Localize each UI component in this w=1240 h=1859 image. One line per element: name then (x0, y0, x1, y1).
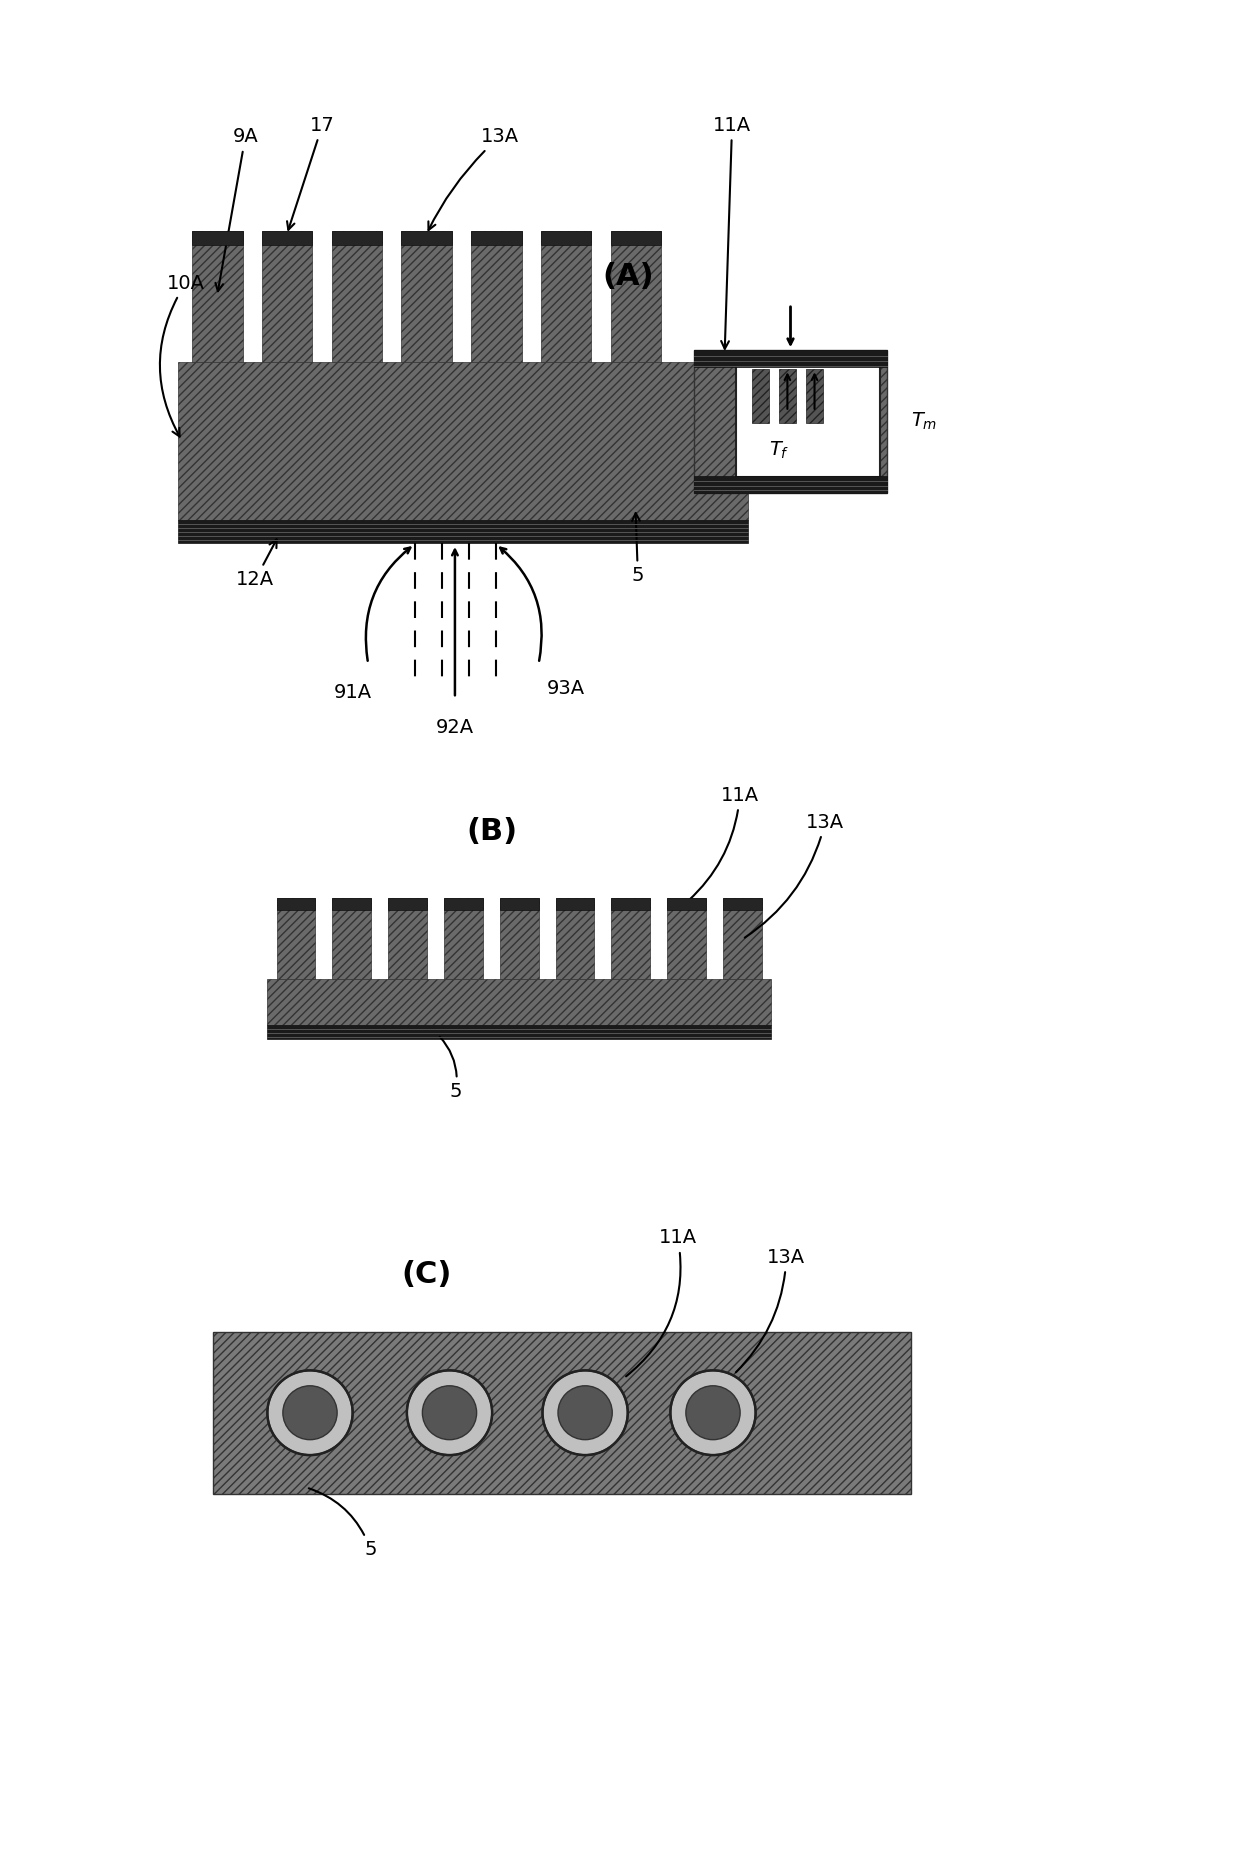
Bar (611, 898, 650, 909)
Text: 9A: 9A (216, 126, 258, 292)
Bar (332, 898, 371, 909)
Bar (693, 349, 888, 493)
Circle shape (543, 1370, 627, 1456)
Bar (268, 1026, 771, 1039)
Text: 11A: 11A (626, 1229, 697, 1376)
Text: 13A: 13A (428, 126, 518, 231)
Bar (402, 231, 451, 363)
Bar (471, 231, 522, 363)
Text: 91A: 91A (334, 682, 372, 703)
Bar (751, 370, 769, 424)
Circle shape (558, 1385, 613, 1439)
Circle shape (686, 1385, 740, 1439)
Bar (192, 231, 243, 363)
Bar (402, 231, 451, 245)
Bar (737, 366, 879, 478)
Text: 5: 5 (309, 1489, 377, 1560)
Bar (332, 231, 382, 245)
Bar (541, 231, 591, 363)
Circle shape (283, 1385, 337, 1439)
Bar (779, 370, 796, 424)
Text: 92A: 92A (436, 718, 474, 736)
Bar (444, 898, 482, 980)
Bar (192, 231, 243, 245)
Text: 17: 17 (286, 115, 335, 231)
Bar (541, 231, 591, 245)
Bar (556, 898, 594, 909)
Bar (262, 231, 312, 363)
Text: (C): (C) (401, 1260, 451, 1288)
Text: 11A: 11A (713, 115, 751, 349)
Text: (B): (B) (466, 816, 517, 846)
Bar (332, 898, 371, 980)
Bar (262, 231, 312, 245)
Bar (723, 898, 761, 909)
Text: 13A: 13A (735, 1247, 805, 1372)
Text: (A): (A) (601, 262, 653, 290)
Bar (213, 1331, 910, 1493)
Text: 13A: 13A (745, 812, 844, 937)
Text: 93A: 93A (547, 679, 585, 699)
Bar (388, 898, 427, 909)
Bar (277, 898, 315, 980)
Circle shape (671, 1370, 755, 1456)
Bar (693, 476, 888, 493)
Bar (693, 349, 888, 366)
Bar (179, 363, 748, 519)
Circle shape (407, 1370, 492, 1456)
Bar (332, 231, 382, 363)
Text: 11A: 11A (688, 786, 759, 900)
Bar (500, 898, 538, 909)
Bar (611, 231, 661, 363)
Bar (667, 898, 706, 980)
Bar (277, 898, 315, 909)
Text: 5: 5 (631, 513, 644, 586)
Bar (471, 231, 522, 245)
Bar (444, 898, 482, 909)
Bar (611, 898, 650, 980)
Circle shape (268, 1370, 352, 1456)
Text: $T_m$: $T_m$ (910, 411, 937, 433)
Bar (500, 898, 538, 980)
Bar (667, 898, 706, 909)
Bar (723, 898, 761, 980)
Bar (179, 519, 748, 543)
Circle shape (423, 1385, 476, 1439)
Text: 10A: 10A (160, 273, 205, 437)
Text: $T_f$: $T_f$ (769, 439, 789, 461)
Bar (611, 231, 661, 245)
Bar (556, 898, 594, 980)
Text: 12A: 12A (237, 539, 277, 589)
Bar (388, 898, 427, 980)
Bar (806, 370, 823, 424)
Bar (268, 980, 771, 1026)
Text: 5: 5 (440, 1037, 463, 1101)
